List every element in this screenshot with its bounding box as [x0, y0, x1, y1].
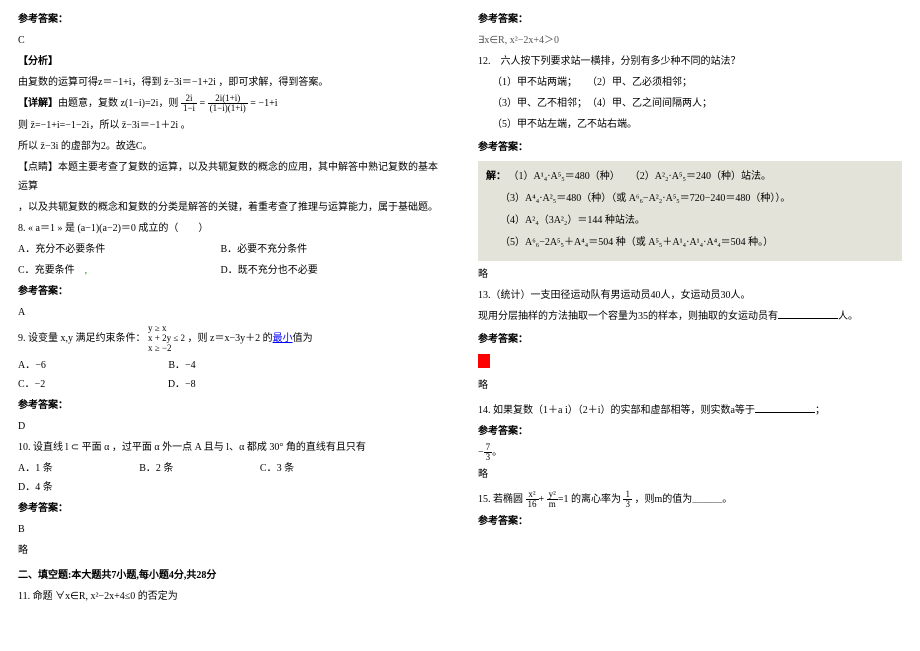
q12-stem: 12. 六人按下列要求站一横排，分别有多少种不同的站法？ [478, 52, 902, 71]
fenxi-text: 由复数的运算可得z＝−1+i，得到 z̄−3i＝−1+2i ，即可求解，得到答案… [18, 73, 442, 92]
q8-opts-ab: A．充分不必要条件 B．必要不充分条件 [18, 240, 442, 259]
q9-line: 9. 设变量 x,y 满足约束条件： y ≥ x x + 2y ≤ 2 x ≥ … [18, 324, 442, 354]
answer-label-10: 参考答案： [18, 499, 442, 518]
answer-8: A [18, 303, 442, 322]
section-2-title: 二、填空题:本大题共7小题,每小题4分,共28分 [18, 566, 442, 585]
dianjing-line1: 【点睛】本题主要考查了复数的运算，以及共轭复数的概念的应用，其中解答中熟记复数的… [18, 158, 442, 196]
answer-7: C [18, 31, 442, 50]
answer-14: −73。 [478, 443, 902, 463]
sol12-line3: （3）A⁴₄·A²₅＝480（种）（或 A⁶₆−A²₂·A⁵₅＝720−240＝… [486, 189, 894, 209]
q8-opts-cd: C．充要条件 , D．既不充分也不必要 [18, 261, 442, 280]
q13-line1: 13.（统计）一支田径运动队有男运动员40人，女运动员30人。 [478, 286, 902, 305]
sol12-line5: （5）A⁶₆−2A⁵₅＋A⁴₄＝504 种（或 A⁵₅＋A¹₄·A¹₄·A⁴₄＝… [486, 233, 894, 253]
left-column: 参考答案： C 【分析】 由复数的运算可得z＝−1+i，得到 z̄−3i＝−1+… [0, 0, 460, 651]
xiangjie-text: 由题意，复数 z(1−i)=2i，则 2i1−i = 2i(1+i)(1−i)(… [58, 98, 278, 109]
q13-line2: 现用分层抽样的方法抽取一个容量为35的样本，则抽取的女运动员有人。 [478, 307, 902, 326]
xiangjie-line2: 则 z̄=−1+i=−1−2i，所以 z̄−3i＝−1＋2i 。 [18, 116, 442, 135]
right-column: 参考答案： ∃x∈R, x²−2x+4＞0 12. 六人按下列要求站一横排，分别… [460, 0, 920, 651]
solution-12-box: 解： （1）A¹₄·A⁵₅＝480（种） （2）A²₂·A⁵₅＝240（种）站法… [478, 161, 902, 261]
q10-opts: A．1 条 B．2 条 C．3 条 D．4 条 [18, 459, 442, 497]
q11-stem: 11. 命题 ∀x∈R, x²−2x+4≤0 的否定为 [18, 587, 442, 606]
sol12-line4: （4）A²₄（3A²₂）＝144 种站法。 [486, 211, 894, 231]
sol12-line1: 解： （1）A¹₄·A⁵₅＝480（种） （2）A²₂·A⁵₅＝240（种）站法… [486, 167, 894, 187]
fenxi-label: 【分析】 [18, 52, 442, 71]
xiangjie-label: 【详解】 [18, 98, 58, 109]
answer-label-11: 参考答案： [478, 10, 902, 29]
dianjing-line2: ，以及共轭复数的概念和复数的分类是解答的关键，着重考查了推理与运算能力，属于基础… [18, 198, 442, 217]
q9-opts: A．−6 B．−4 C．−2 D．−8 [18, 356, 442, 394]
answer-label-9: 参考答案： [18, 396, 442, 415]
answer-label-14: 参考答案： [478, 422, 902, 441]
answer-label-8: 参考答案： [18, 282, 442, 301]
answer-10-note: 略 [18, 541, 442, 560]
answer-10: B [18, 520, 442, 539]
answer-label-12: 参考答案： [478, 138, 902, 157]
red-block-icon [478, 354, 490, 368]
q12-sub1: （1）甲不站两端； （2）甲、乙必须相邻； [478, 73, 902, 92]
answer-13-note: 略 [478, 376, 902, 395]
answer-9: D [18, 417, 442, 436]
answer-label-15: 参考答案： [478, 512, 902, 531]
q12-sub2: （3）甲、乙不相邻； （4）甲、乙之间间隔两人； [478, 94, 902, 113]
q12-sub3: （5）甲不站左端，乙不站右端。 [478, 115, 902, 134]
answer-label-13: 参考答案： [478, 330, 902, 349]
q15-stem: 15. 若椭圆 x²16+ y²m=1 的离心率为 13 ，则m的值为＿＿＿。 [478, 490, 902, 510]
answer-14-note: 略 [478, 465, 902, 484]
q14-stem: 14. 如果复数（1＋a i）（2＋i）的实部和虚部相等，则实数a等于； [478, 401, 902, 420]
answer-12-note: 略 [478, 265, 902, 284]
link-min[interactable]: 最小 [273, 333, 293, 344]
q10-stem: 10. 设直线 l ⊂ 平面 α ，过平面 α 外一点 A 且与 l、α 都成 … [18, 438, 442, 457]
xiangjie-line1: 【详解】由题意，复数 z(1−i)=2i，则 2i1−i = 2i(1+i)(1… [18, 94, 442, 114]
answer-13-redblock [478, 351, 902, 370]
answer-label: 参考答案： [18, 10, 442, 29]
blank-q13 [778, 309, 838, 319]
xiangjie-line3: 所以 z̄−3i 的虚部为2。故选C。 [18, 137, 442, 156]
blank-q14 [755, 403, 815, 413]
answer-11: ∃x∈R, x²−2x+4＞0 [478, 31, 902, 50]
q8-stem: 8. « a＝1 » 是 (a−1)(a−2)＝0 成立的（ ） [18, 219, 442, 238]
